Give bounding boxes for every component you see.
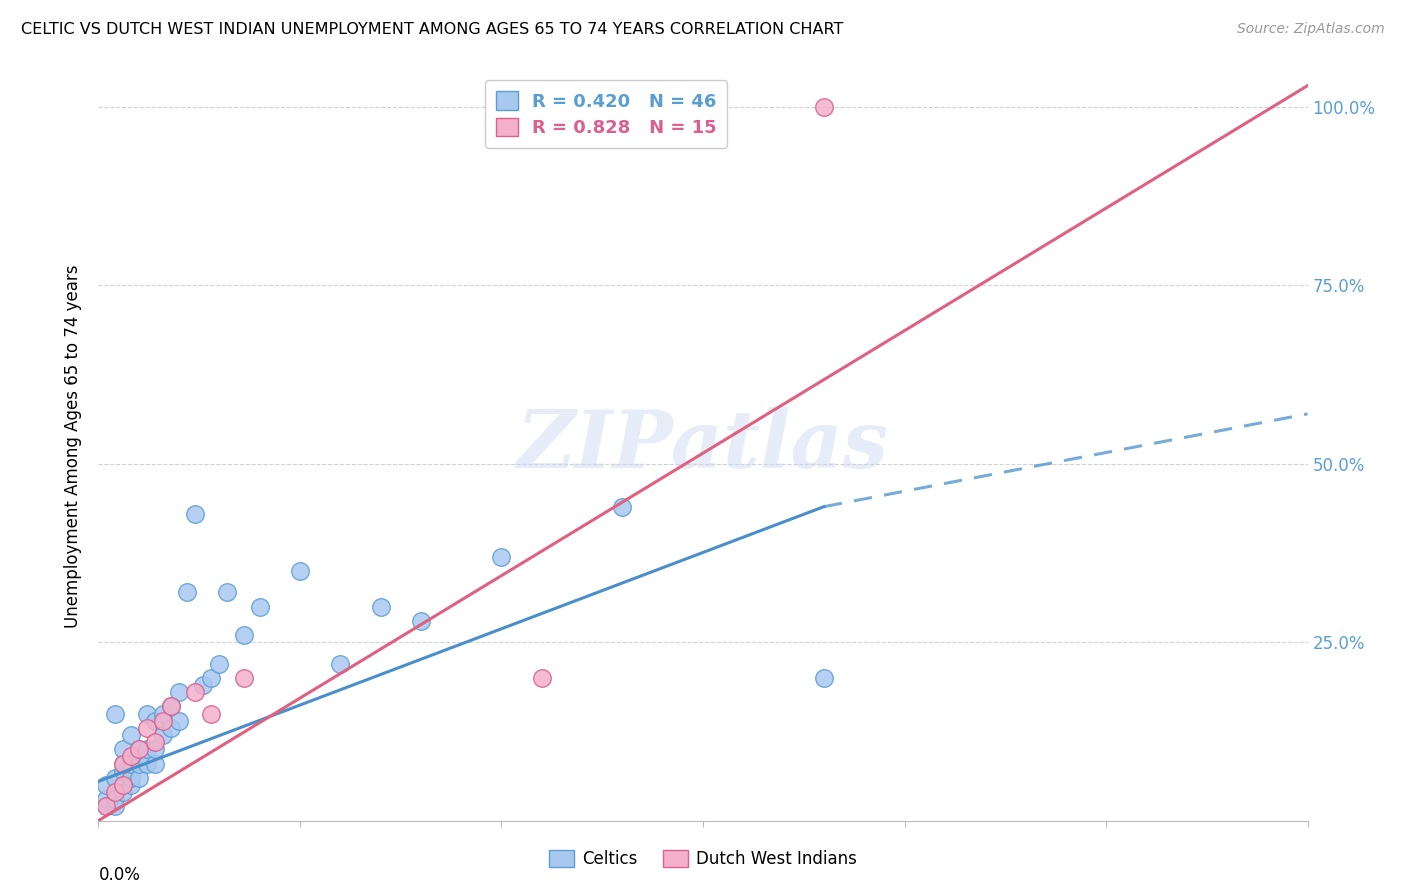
Point [128,771,150,785]
Point [160,699,183,714]
Point [128,742,150,756]
Point [217,585,239,599]
Point [152,714,174,728]
Point [120,756,142,771]
Point [135,706,157,721]
Point [103,771,125,785]
Point [96,792,118,806]
Point [200,671,222,685]
Point [193,678,215,692]
Point [288,564,311,578]
Point [111,742,134,756]
Point [120,728,142,742]
Point [184,685,207,699]
Point [135,721,157,735]
Legend: R = 0.420   N = 46, R = 0.828   N = 15: R = 0.420 N = 46, R = 0.828 N = 15 [485,80,727,148]
Point [103,785,125,799]
Point [96,799,118,814]
Point [120,778,142,792]
Point [152,728,174,742]
Point [184,507,207,521]
Point [167,714,190,728]
Point [813,671,835,685]
Point [111,785,134,799]
Point [96,799,118,814]
Point [128,742,150,756]
Text: ZIPatlas: ZIPatlas [517,408,889,484]
Point [103,706,125,721]
Point [152,706,174,721]
Point [111,756,134,771]
Point [120,771,142,785]
Point [249,599,271,614]
Point [612,500,634,514]
Point [128,756,150,771]
Point [160,721,183,735]
Y-axis label: Unemployment Among Ages 65 to 74 years: Unemployment Among Ages 65 to 74 years [65,264,83,628]
Point [135,756,157,771]
Point [160,699,183,714]
Point [143,714,166,728]
Point [96,778,118,792]
Point [111,778,134,792]
Point [370,599,392,614]
Text: 0.0%: 0.0% [98,865,141,884]
Point [208,657,231,671]
Point [143,735,166,749]
Point [111,778,134,792]
Text: Source: ZipAtlas.com: Source: ZipAtlas.com [1237,22,1385,37]
Point [111,756,134,771]
Point [530,671,553,685]
Point [143,742,166,756]
Point [103,792,125,806]
Point [111,764,134,778]
Point [143,756,166,771]
Point [167,685,190,699]
Point [103,799,125,814]
Text: CELTIC VS DUTCH WEST INDIAN UNEMPLOYMENT AMONG AGES 65 TO 74 YEARS CORRELATION C: CELTIC VS DUTCH WEST INDIAN UNEMPLOYMENT… [21,22,844,37]
Legend: Celtics, Dutch West Indians: Celtics, Dutch West Indians [543,843,863,875]
Point [491,549,513,564]
Point [329,657,352,671]
Point [135,742,157,756]
Point [409,614,432,628]
Point [813,100,835,114]
Point [176,585,198,599]
Point [120,749,142,764]
Point [200,706,222,721]
Point [232,628,254,642]
Point [232,671,254,685]
